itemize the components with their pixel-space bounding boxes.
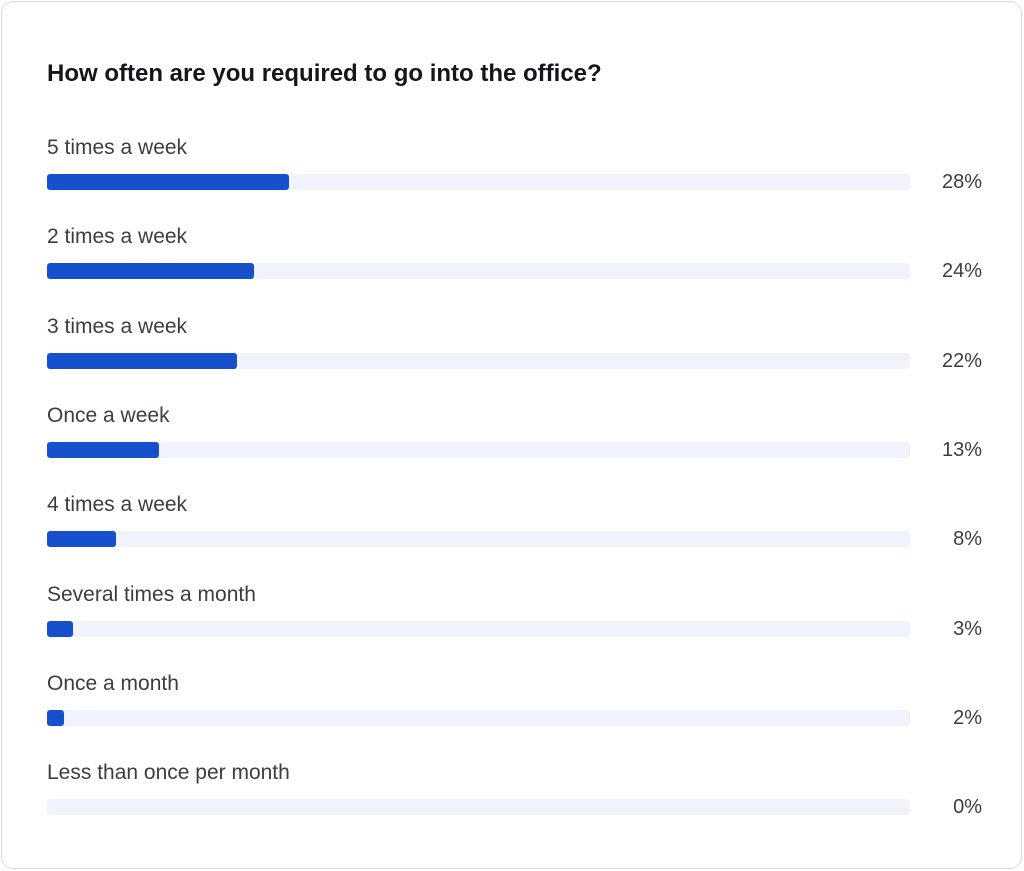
bar — [47, 441, 160, 458]
bar-track — [47, 709, 910, 726]
bar-track — [47, 263, 910, 280]
bar-value-label: 8% — [953, 528, 982, 551]
bar-track — [47, 531, 910, 548]
bar-track — [47, 352, 910, 369]
bar-label: Once a week — [47, 403, 170, 427]
bar-label: 2 times a week — [47, 225, 188, 249]
bar-row: 5 times a week 28% — [47, 135, 987, 205]
bar-row: 2 times a week 24% — [47, 224, 987, 294]
bar — [47, 352, 237, 369]
bar-row: Once a week 13% — [47, 403, 987, 473]
bar-value-label: 24% — [941, 260, 982, 283]
bar-track — [47, 620, 910, 637]
bar — [47, 620, 73, 637]
bar-value-label: 13% — [941, 438, 982, 461]
bar-value-label: 3% — [953, 617, 982, 640]
bar-row: Several times a month 3% — [47, 582, 987, 652]
bar-row: Less than once per month 0% — [47, 760, 987, 830]
bar — [47, 263, 255, 280]
bar-label: 5 times a week — [47, 136, 188, 159]
bar-value-label: 22% — [941, 349, 982, 372]
bar-row: Once a month 2% — [47, 671, 987, 741]
bar-row: 3 times a week 22% — [47, 314, 987, 384]
bar-label: Less than once per month — [47, 761, 290, 785]
bar-track — [47, 441, 910, 458]
bar-label: Once a month — [47, 671, 179, 695]
bar-value-label: 2% — [953, 706, 982, 729]
bar-value-label: 28% — [941, 171, 982, 193]
bar — [47, 531, 117, 548]
bar-label: Several times a month — [47, 582, 256, 606]
bar-label: 4 times a week — [47, 493, 188, 517]
bar — [47, 174, 289, 190]
bar — [47, 709, 65, 726]
bar-row: 4 times a week 8% — [47, 492, 987, 562]
bar-track — [47, 174, 910, 190]
chart-title: How often are you required to go into th… — [47, 60, 602, 87]
bar-label: 3 times a week — [47, 314, 188, 338]
bar-value-label: 0% — [953, 796, 982, 819]
bar-track — [47, 799, 910, 816]
